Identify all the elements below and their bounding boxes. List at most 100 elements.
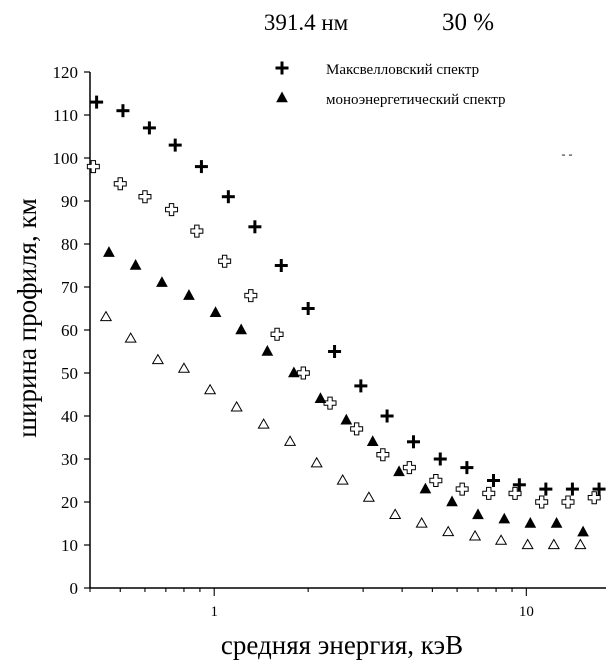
data-point [389, 508, 402, 519]
data-point [512, 478, 526, 492]
data-point [406, 435, 420, 449]
data-point [535, 495, 549, 509]
data-point [577, 525, 589, 537]
data-point [244, 289, 258, 303]
data-point [482, 486, 496, 500]
data-point [209, 306, 222, 318]
data-point [429, 474, 443, 487]
data-point [446, 495, 458, 507]
data-point [99, 310, 113, 322]
y-tick-label: 80 [61, 235, 78, 254]
data-point [235, 323, 248, 335]
legend-marker-glyph [275, 61, 289, 75]
data-point [129, 259, 142, 270]
data-point [116, 104, 130, 118]
data-point [380, 409, 394, 423]
data-point [524, 517, 537, 528]
data-point [354, 379, 368, 393]
data-point [561, 495, 575, 509]
data-point [156, 276, 168, 287]
data-point [283, 435, 297, 446]
data-point [168, 138, 182, 152]
data-point [547, 538, 560, 550]
y-tick-label: 0 [70, 579, 79, 598]
data-point [230, 400, 243, 412]
series-1 [86, 160, 601, 509]
data-point [340, 413, 353, 425]
data-point [376, 448, 390, 462]
data-point [455, 482, 469, 496]
series-2 [103, 246, 589, 537]
data-point [288, 366, 300, 378]
data-point [494, 534, 508, 545]
y-tick-label: 20 [61, 493, 78, 512]
stray-mark: - - [562, 147, 573, 161]
y-tick-label: 50 [61, 364, 78, 383]
data-point [138, 190, 152, 204]
data-point [103, 246, 115, 257]
series-0 [90, 95, 606, 496]
data-point [565, 482, 579, 496]
data-point [521, 538, 534, 550]
data-point [177, 362, 191, 373]
data-point [310, 456, 323, 468]
x-tick-label: 10 [519, 604, 534, 620]
data-point [190, 224, 204, 238]
data-point [218, 254, 232, 268]
data-point [350, 422, 364, 436]
data-point [183, 289, 195, 300]
data-point [301, 302, 315, 315]
data-point [592, 482, 606, 496]
data-point [508, 486, 522, 500]
data-point [336, 473, 349, 485]
data-point [419, 482, 432, 494]
data-point [574, 538, 587, 550]
x-axis-label: средняя энергия, кэВ [221, 630, 463, 660]
data-point [274, 259, 288, 272]
data-point [472, 508, 484, 520]
y-axis: 0 10 20 30 40 50 60 70 80 90 100 110 120 [53, 63, 91, 598]
data-point [487, 474, 501, 487]
y-tick-label: 100 [53, 149, 79, 168]
data-point [323, 396, 337, 410]
x-tick-label: 1 [210, 604, 218, 620]
data-point [261, 345, 274, 356]
data-point [328, 345, 342, 358]
data-point [393, 465, 405, 477]
series-3 [99, 310, 587, 550]
legend-marker-monoenergetic [276, 91, 288, 103]
legend: Максвелловский спектр моноэнергетический… [275, 61, 506, 108]
data-point [151, 353, 164, 365]
data-point [366, 435, 379, 447]
data-point [415, 516, 428, 528]
data-point [468, 529, 482, 541]
data-point [433, 452, 447, 466]
data-point [142, 121, 156, 135]
data-point [124, 332, 137, 343]
data-point [539, 482, 553, 496]
y-tick-label: 30 [61, 450, 78, 469]
data-point [460, 461, 474, 475]
data-point [86, 160, 100, 174]
x-axis: 1 10 [89, 587, 606, 620]
data-point [257, 418, 270, 429]
y-tick-label: 120 [53, 63, 79, 82]
data-point [165, 203, 179, 217]
data-point [203, 383, 217, 395]
y-tick-label: 110 [53, 106, 78, 125]
chart-subtitle: 30 % [442, 9, 494, 36]
legend-marker-maxwell [275, 61, 289, 75]
y-axis-label: ширина профиля, км [12, 198, 42, 437]
chart-title: 391.4 нм [264, 10, 349, 35]
legend-label-maxwell: Максвелловский спектр [326, 62, 479, 78]
data-point [314, 392, 327, 404]
y-tick-label: 70 [61, 278, 78, 297]
data-point [550, 517, 563, 528]
data-point [113, 177, 127, 191]
y-tick-label: 60 [61, 321, 78, 340]
data-point [221, 190, 235, 204]
legend-marker-glyph [276, 91, 288, 103]
y-tick-label: 10 [61, 536, 78, 555]
data-point [498, 512, 511, 524]
